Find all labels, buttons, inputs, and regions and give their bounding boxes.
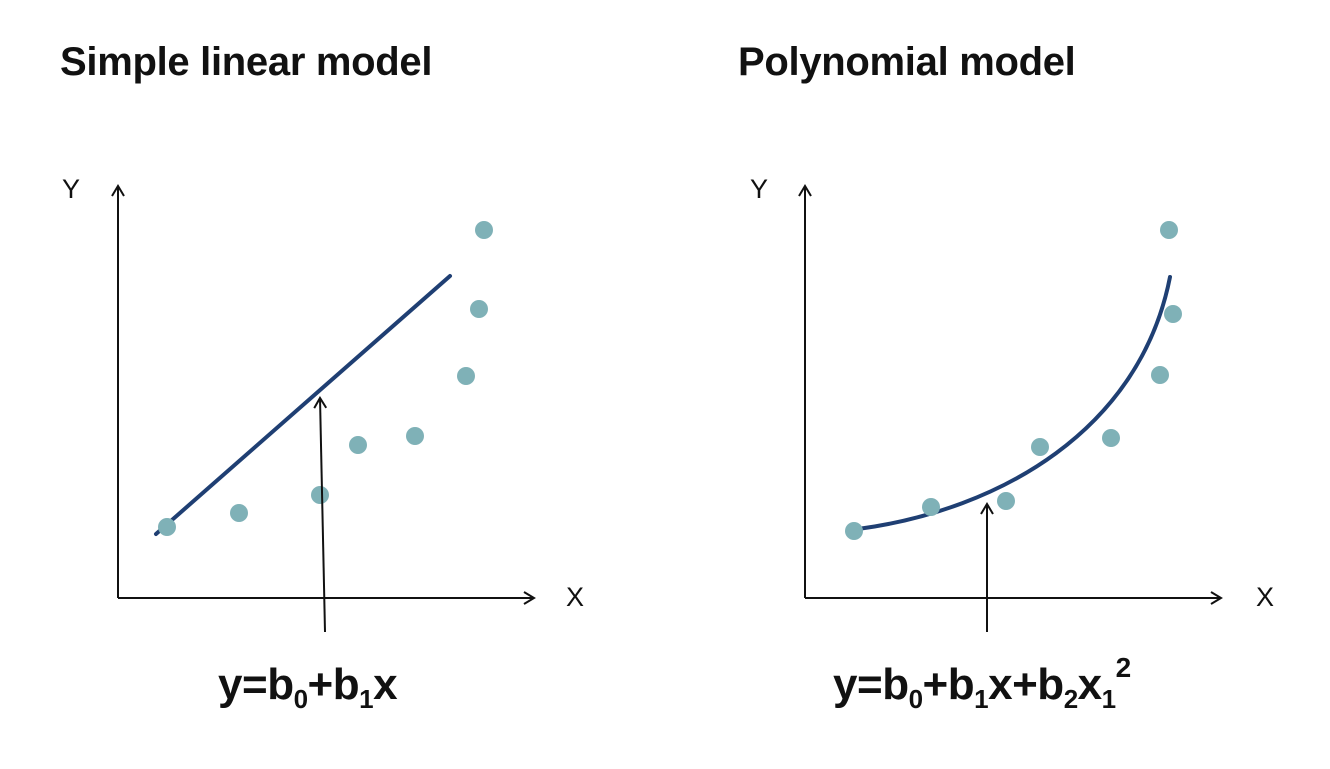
polynomial-data-point [1031,438,1049,456]
linear-data-point [349,436,367,454]
linear-panel [111,184,536,633]
linear-formula-pointer-arrow [313,396,328,633]
linear-x-axis-label: X [566,582,585,612]
linear-data-point [406,427,424,445]
linear-data-point [457,367,475,385]
linear-data-point [158,518,176,536]
linear-data-point [230,504,248,522]
polynomial-model-formula: y=b0+b1x+b2x12 [833,652,1131,714]
polynomial-data-point [997,492,1015,510]
linear-y-axis-label: Y [62,174,81,204]
polynomial-data-point [1160,221,1178,239]
linear-data-points [158,221,493,536]
polynomial-data-points [845,221,1182,540]
polynomial-data-point [845,522,863,540]
polynomial-data-point [922,498,940,516]
polynomial-x-axis-label: X [1256,582,1275,612]
linear-data-point [475,221,493,239]
polynomial-model-title: Polynomial model [738,40,1076,84]
polynomial-panel [798,184,1223,632]
linear-model-title: Simple linear model [60,40,433,84]
polynomial-y-axis-label: Y [750,174,769,204]
linear-data-point [470,300,488,318]
polynomial-data-point [1164,305,1182,323]
polynomial-fit-curve [856,275,1172,531]
linear-model-formula: y=b0+b1x [218,660,398,714]
polynomial-data-point [1102,429,1120,447]
linear-fit-line [154,274,452,536]
linear-data-point [311,486,329,504]
polynomial-data-point [1151,366,1169,384]
